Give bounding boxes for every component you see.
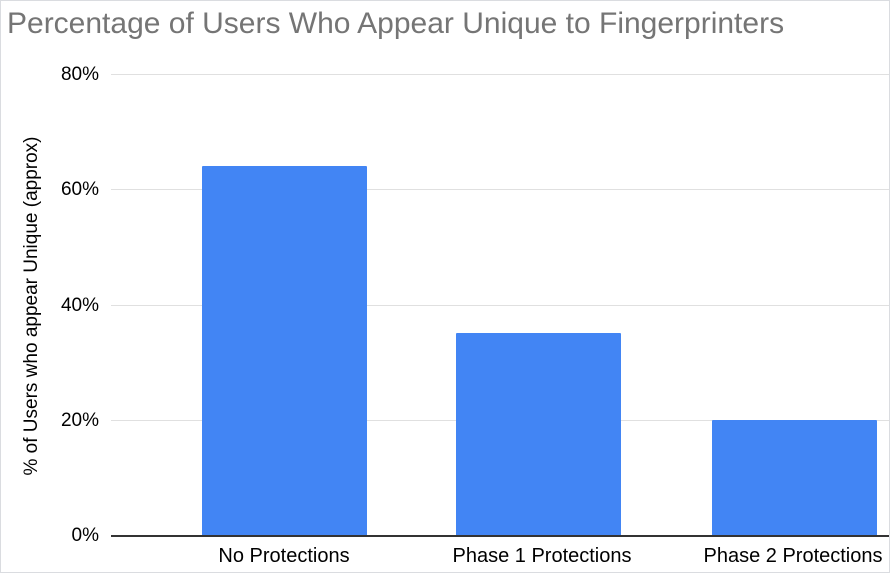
- gridline-80: [111, 74, 889, 75]
- x-tick-label-0: No Protections: [218, 545, 350, 567]
- y-tick-label-0: 0%: [71, 525, 99, 546]
- chart-title: Percentage of Users Who Appear Unique to…: [7, 7, 785, 40]
- y-tick-label-20: 20%: [60, 409, 99, 431]
- gridline-60: [111, 189, 889, 191]
- bar-2: [712, 420, 877, 535]
- x-axis-line: [111, 535, 889, 537]
- bar-0: [202, 166, 367, 535]
- y-tick-label-40: 40%: [60, 294, 99, 316]
- y-tick-label-80: 80%: [60, 64, 99, 85]
- bar-1: [456, 333, 621, 535]
- plot-area: [111, 74, 889, 537]
- y-tick-label-60: 60%: [60, 179, 99, 201]
- x-tick-label-2: Phase 2 Protections: [703, 545, 883, 567]
- x-tick-label-1: Phase 1 Protections: [452, 545, 632, 567]
- gridline-40: [111, 304, 889, 306]
